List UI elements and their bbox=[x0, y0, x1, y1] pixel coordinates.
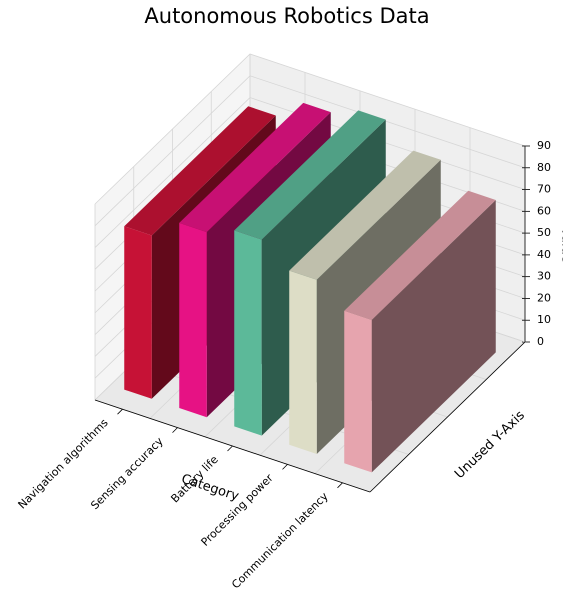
bar-top bbox=[124, 106, 276, 236]
z-tick-label: 30 bbox=[537, 270, 551, 283]
z-tick-label: 60 bbox=[537, 204, 551, 217]
chart-title: Autonomous Robotics Data bbox=[144, 4, 429, 28]
bar-top bbox=[344, 190, 496, 320]
x-tick-label: Sensing accuracy bbox=[88, 434, 166, 512]
x-tick-mark bbox=[227, 445, 233, 452]
y-axis bbox=[369, 341, 526, 493]
x-tick-mark bbox=[117, 408, 123, 415]
bar-front bbox=[124, 226, 152, 399]
x-tick-mark bbox=[282, 464, 288, 470]
bar-front bbox=[234, 230, 262, 436]
z-tick-label: 10 bbox=[537, 313, 551, 326]
z-tick-label: 80 bbox=[537, 161, 551, 174]
z-tick-label: 40 bbox=[537, 248, 551, 261]
x-axis-label: Category bbox=[179, 472, 240, 505]
z-tick-label: 20 bbox=[537, 291, 551, 304]
bar-front bbox=[344, 310, 372, 473]
bar-side bbox=[371, 199, 496, 473]
z-tick-label: 0 bbox=[537, 335, 544, 348]
bar-front bbox=[179, 222, 207, 418]
z-tick-label: 70 bbox=[537, 183, 551, 196]
bar-top bbox=[234, 110, 386, 240]
bar bbox=[344, 190, 496, 473]
bar-top bbox=[179, 102, 331, 233]
z-tick-label: 90 bbox=[537, 139, 551, 152]
x-tick-mark bbox=[337, 482, 343, 489]
bar-top bbox=[289, 150, 441, 280]
x-tick-mark bbox=[172, 427, 178, 433]
bar-front bbox=[289, 270, 317, 454]
y-axis-label: Unused Y-Axis bbox=[452, 408, 528, 482]
z-axis-label: Value bbox=[559, 227, 563, 263]
z-tick-label: 50 bbox=[537, 226, 551, 239]
